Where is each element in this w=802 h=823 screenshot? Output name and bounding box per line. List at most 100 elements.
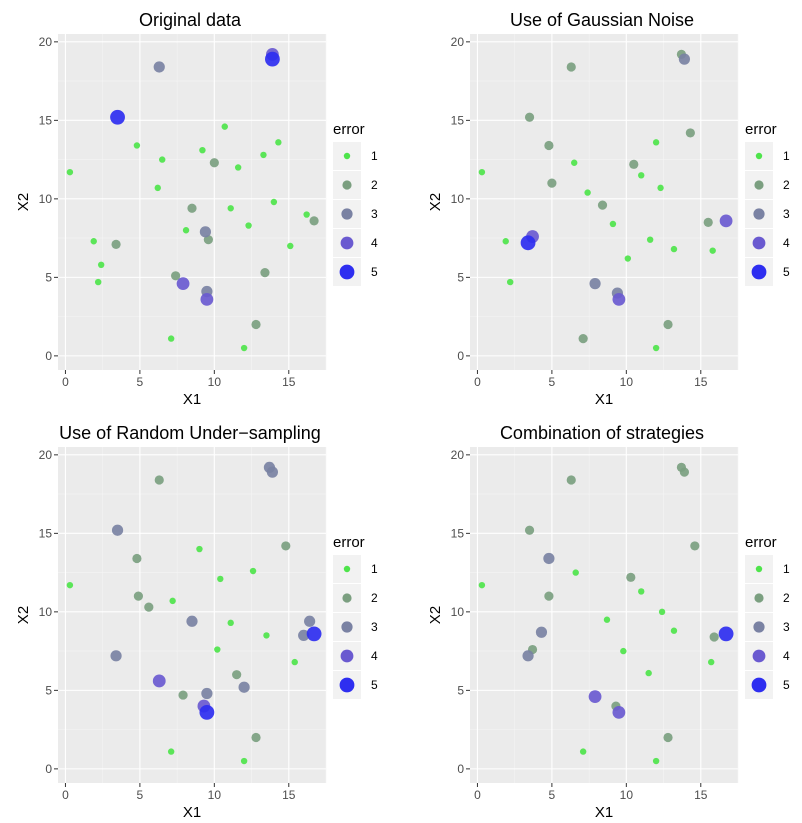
data-point [502, 238, 509, 245]
data-point [719, 214, 733, 228]
x-tick-label: 5 [549, 375, 556, 389]
x-tick-label: 0 [474, 375, 481, 389]
legend-label: 1 [371, 149, 378, 163]
legend-label: 5 [371, 265, 378, 279]
data-point [275, 139, 282, 146]
data-point [685, 128, 695, 138]
plot-title: Original data [139, 10, 242, 30]
data-point [110, 650, 122, 662]
data-point [265, 51, 280, 67]
data-point [303, 211, 310, 218]
legend-title: error [745, 534, 777, 551]
data-point [663, 319, 673, 330]
y-axis-title: X2 [15, 193, 32, 211]
data-point [201, 687, 213, 700]
plot-panel [58, 447, 326, 783]
y-tick-label: 15 [39, 113, 53, 127]
data-point [187, 203, 197, 213]
data-point [620, 647, 627, 655]
legend-label: 1 [371, 562, 378, 576]
data-point [670, 245, 678, 253]
data-point [167, 335, 175, 342]
legend-symbol [339, 677, 355, 693]
data-point [678, 53, 691, 65]
x-axis-title: X1 [595, 391, 613, 408]
data-point [566, 475, 576, 485]
legend-label: 5 [371, 678, 378, 692]
legend-symbol [751, 264, 767, 280]
data-point [579, 748, 587, 755]
plot-panel [470, 447, 738, 783]
data-point [196, 545, 203, 553]
legend-label: 4 [783, 236, 790, 250]
data-point [507, 278, 514, 286]
legend-label: 5 [783, 678, 790, 692]
data-point [304, 615, 316, 627]
x-tick-label: 5 [137, 375, 144, 389]
data-point [260, 151, 267, 159]
legend-symbol [751, 677, 767, 693]
y-tick-label: 0 [457, 349, 464, 363]
legend-title: error [333, 121, 365, 138]
data-point [703, 217, 713, 228]
legend-label: 4 [371, 236, 378, 250]
data-points [66, 461, 322, 765]
data-point [249, 567, 257, 575]
data-point [238, 681, 250, 693]
legend-label: 4 [371, 649, 378, 663]
legend-label: 2 [783, 591, 790, 605]
data-point [199, 146, 206, 154]
data-point [571, 159, 578, 166]
data-point [159, 156, 166, 163]
legend-symbol [755, 152, 763, 160]
legend-symbol [341, 208, 353, 220]
legend-symbol [753, 621, 765, 633]
data-point [690, 541, 700, 551]
data-point [629, 159, 639, 169]
legend-symbol [340, 236, 354, 250]
legend-symbol [341, 621, 353, 633]
data-point [133, 142, 141, 149]
x-axis-title: X1 [595, 804, 613, 821]
data-point [645, 669, 652, 677]
plot-title: Use of Gaussian Noise [510, 10, 694, 30]
data-point [287, 242, 294, 250]
data-point [154, 184, 161, 192]
y-tick-label: 5 [45, 270, 52, 284]
data-point [657, 184, 664, 192]
y-axis-title: X2 [427, 193, 444, 211]
data-point [520, 235, 536, 251]
legend-label: 2 [783, 178, 790, 192]
x-axis-title: X1 [183, 391, 201, 408]
data-point [543, 552, 555, 565]
data-point [544, 591, 554, 601]
data-point [133, 591, 143, 601]
y-tick-label: 10 [39, 605, 53, 619]
data-point [217, 575, 224, 583]
y-axis-title: X2 [427, 606, 444, 624]
data-point [169, 597, 176, 605]
y-tick-label: 10 [451, 605, 465, 619]
x-tick-label: 0 [62, 375, 69, 389]
data-point [708, 658, 715, 666]
legend: error 1 2 3 4 5 [745, 121, 790, 286]
data-point [95, 278, 102, 286]
data-point [624, 255, 632, 262]
x-axis-title: X1 [183, 804, 201, 821]
data-point [97, 261, 105, 269]
x-tick-label: 0 [474, 788, 481, 802]
data-point [209, 158, 219, 168]
data-point [266, 466, 278, 478]
data-point [111, 524, 124, 536]
data-point [221, 123, 228, 130]
data-point [652, 344, 660, 352]
x-tick-label: 15 [282, 788, 296, 802]
data-point [572, 569, 579, 576]
y-tick-label: 5 [457, 270, 464, 284]
data-point [66, 168, 74, 176]
legend-label: 3 [783, 207, 790, 221]
data-point [597, 200, 608, 210]
legend-label: 2 [371, 178, 378, 192]
data-point [200, 292, 214, 306]
